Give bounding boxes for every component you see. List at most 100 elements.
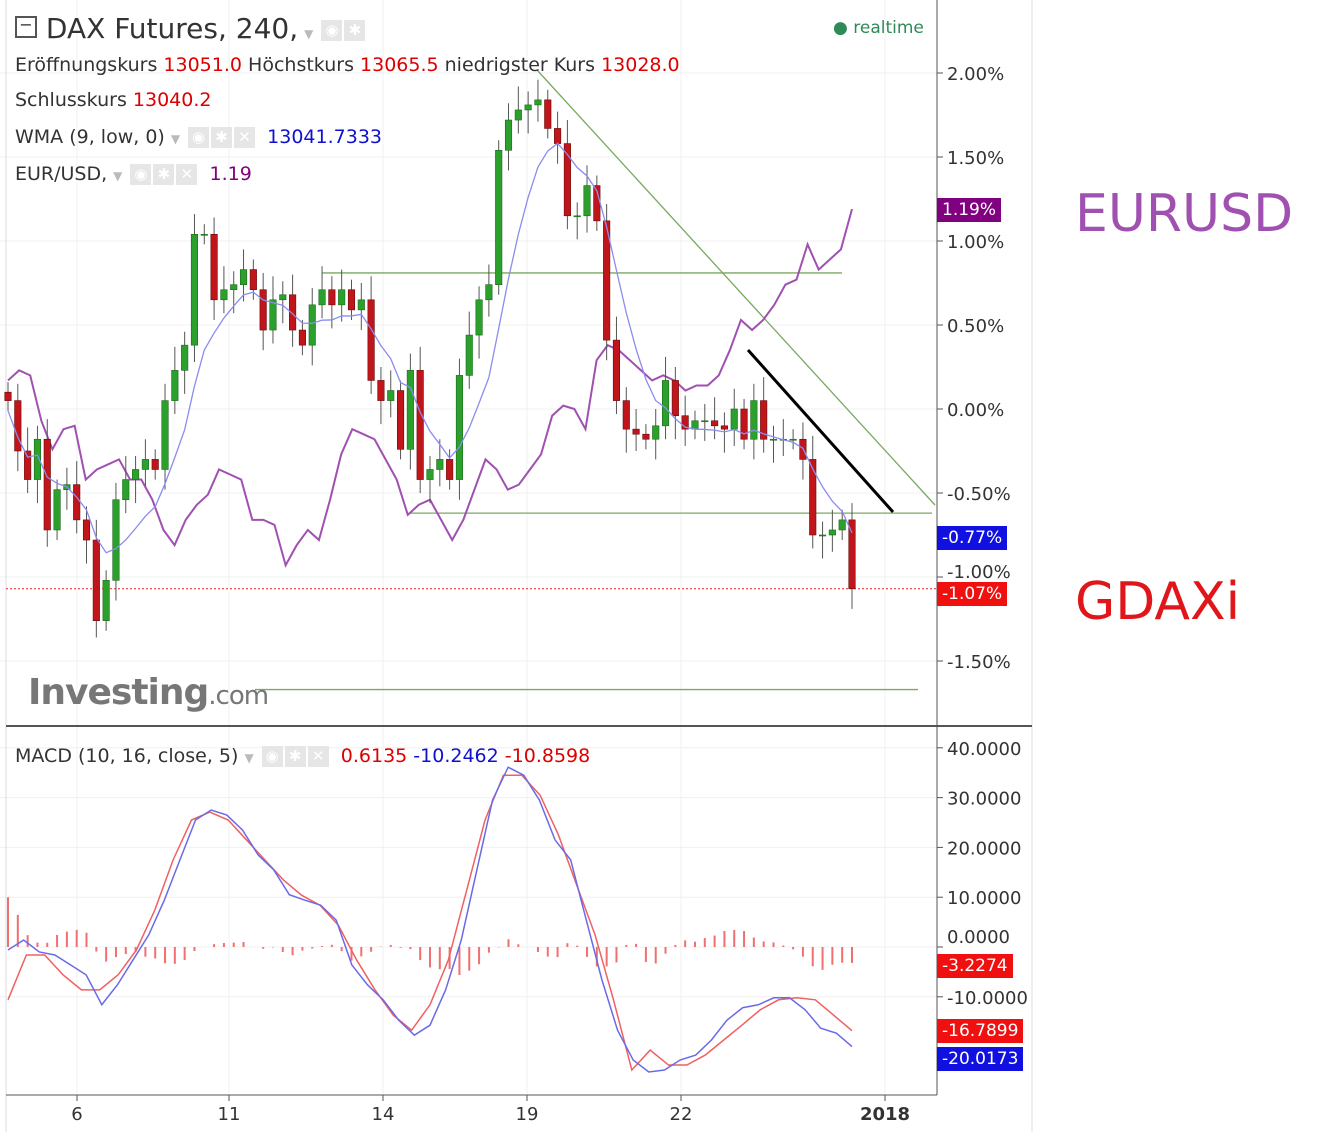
candle-down bbox=[289, 294, 297, 331]
candle-up bbox=[426, 469, 434, 480]
candle-down bbox=[612, 339, 621, 401]
x-tick-label: 22 bbox=[670, 1104, 693, 1125]
gear-icon[interactable]: ✱ bbox=[153, 164, 175, 185]
candle-down bbox=[249, 269, 257, 291]
candle-down bbox=[720, 425, 728, 430]
collapse-icon[interactable]: − bbox=[15, 16, 37, 38]
candle-up bbox=[406, 370, 414, 450]
candle-up bbox=[769, 438, 778, 441]
candle-up bbox=[652, 425, 660, 440]
candle-down bbox=[92, 539, 100, 621]
candle-down bbox=[809, 459, 817, 536]
eurusd-value: 1.19 bbox=[209, 163, 252, 185]
chart-title: DAX Futures, 240, bbox=[45, 12, 299, 45]
macd-line-tag: -20.0173 bbox=[937, 1047, 1024, 1071]
open-value: 13051.0 bbox=[163, 54, 242, 76]
close-icon[interactable]: ✕ bbox=[307, 746, 329, 767]
macd-hist-tag: -3.2274 bbox=[937, 954, 1013, 978]
x-tick-label: 2018 bbox=[860, 1104, 910, 1125]
candle-up bbox=[132, 469, 140, 480]
candle-down bbox=[43, 438, 51, 531]
candle-down bbox=[603, 220, 611, 341]
candle-up bbox=[53, 489, 61, 531]
caret-down-icon[interactable]: ▼ bbox=[244, 751, 254, 765]
eurusd-legend: EUR/USD, ▼ ◉ ✱ ✕ 1.19 bbox=[15, 163, 252, 185]
gear-icon[interactable]: ✱ bbox=[211, 127, 233, 148]
wma-price-tag: -0.77% bbox=[937, 526, 1008, 550]
chart-title-row: − DAX Futures, 240, ▼ ◉ ✱ bbox=[15, 12, 366, 45]
close-icon[interactable]: ✕ bbox=[176, 164, 198, 185]
gear-icon[interactable]: ✱ bbox=[344, 19, 366, 41]
candle-down bbox=[14, 400, 22, 452]
eurusd-label: EUR/USD, bbox=[15, 163, 108, 185]
macd-signal-tag: -16.7899 bbox=[937, 1019, 1024, 1043]
candle-up bbox=[230, 284, 238, 291]
close-label: Schlusskurs bbox=[15, 89, 127, 111]
candle-up bbox=[838, 519, 846, 531]
candle-up bbox=[269, 299, 277, 331]
candle-up bbox=[485, 284, 493, 301]
candle-down bbox=[210, 233, 218, 301]
low-value: 13028.0 bbox=[601, 54, 680, 76]
candle-up bbox=[102, 580, 110, 621]
candle-down bbox=[416, 370, 424, 480]
candle-up bbox=[828, 529, 836, 536]
candle-up bbox=[465, 334, 473, 376]
eye-icon[interactable]: ◉ bbox=[188, 127, 210, 148]
candle-up bbox=[819, 534, 827, 537]
wma-value: 13041.7333 bbox=[267, 126, 382, 148]
annotation-gdaxi: GDAXi bbox=[1075, 572, 1241, 632]
gear-icon[interactable]: ✱ bbox=[284, 746, 306, 767]
candle-up bbox=[357, 299, 365, 311]
caret-down-icon[interactable]: ▼ bbox=[304, 27, 314, 41]
macd-label: MACD (10, 16, close, 5) bbox=[15, 745, 239, 767]
candle-down bbox=[622, 400, 630, 430]
wma-label: WMA (9, low, 0) bbox=[15, 126, 165, 148]
candle-down bbox=[4, 391, 12, 401]
y-tick-label: 0.50% bbox=[947, 316, 1004, 337]
candle-down bbox=[367, 299, 375, 381]
eye-icon[interactable]: ◉ bbox=[130, 164, 152, 185]
candle-down bbox=[671, 380, 679, 417]
candle-down bbox=[740, 408, 748, 440]
candle-up bbox=[701, 420, 709, 423]
x-tick-label: 14 bbox=[372, 1104, 395, 1125]
caret-down-icon[interactable]: ▼ bbox=[113, 169, 123, 183]
annotation-eurusd: EURUSD bbox=[1075, 184, 1294, 244]
candle-up bbox=[495, 149, 503, 285]
low-label: niedrigster Kurs bbox=[444, 54, 596, 76]
wma-line bbox=[7, 142, 853, 554]
candle-up bbox=[475, 299, 483, 336]
x-tick-label: 19 bbox=[516, 1104, 539, 1125]
macd-y-tick-label: 10.0000 bbox=[947, 888, 1021, 909]
close-icon[interactable]: ✕ bbox=[234, 127, 256, 148]
short-downtrend-line bbox=[746, 348, 895, 514]
close-value: 13040.2 bbox=[132, 89, 212, 111]
high-label: Höchstkurs bbox=[248, 54, 354, 76]
candle-up bbox=[455, 375, 463, 480]
eye-icon[interactable]: ◉ bbox=[321, 19, 343, 41]
high-value: 13065.5 bbox=[360, 54, 439, 76]
candle-down bbox=[347, 289, 356, 311]
candle-down bbox=[760, 400, 768, 440]
macd-line bbox=[7, 766, 853, 1073]
candle-up bbox=[789, 438, 797, 441]
eurusd-price-tag: 1.19% bbox=[937, 198, 1002, 222]
watermark-logo: Investing.com bbox=[28, 672, 269, 713]
candle-up bbox=[239, 269, 248, 285]
status-dot-icon: ● bbox=[833, 18, 848, 38]
candle-up bbox=[181, 344, 189, 371]
macd-y-tick-label: 20.0000 bbox=[947, 838, 1021, 859]
caret-down-icon[interactable]: ▼ bbox=[170, 132, 181, 146]
candle-up bbox=[141, 459, 149, 470]
y-tick-label: 1.50% bbox=[947, 148, 1004, 169]
candle-up bbox=[308, 304, 316, 346]
macd-value: -10.2462 bbox=[413, 745, 499, 767]
candle-down bbox=[259, 289, 267, 331]
y-tick-label: -0.50% bbox=[947, 484, 1011, 505]
macd-y-tick-label: 0.0000 bbox=[947, 927, 1010, 948]
y-tick-label: 0.00% bbox=[947, 400, 1004, 421]
eye-icon[interactable]: ◉ bbox=[261, 746, 283, 767]
